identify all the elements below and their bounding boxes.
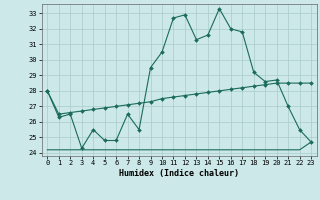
- X-axis label: Humidex (Indice chaleur): Humidex (Indice chaleur): [119, 169, 239, 178]
